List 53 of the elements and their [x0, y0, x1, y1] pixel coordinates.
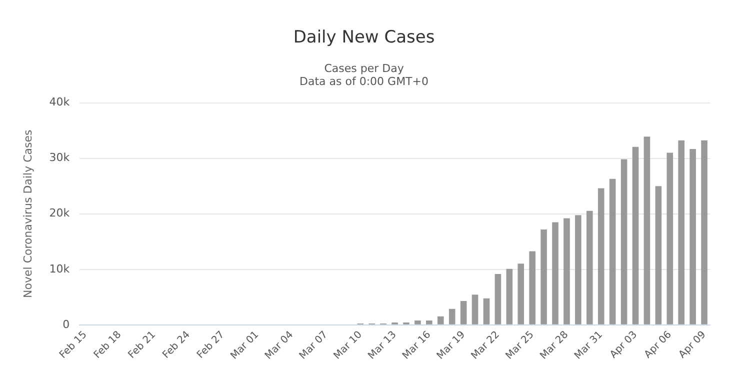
- x-tick-label: Mar 10: [332, 329, 364, 362]
- bar: [644, 136, 650, 324]
- x-tick-label: Mar 01: [228, 329, 262, 362]
- y-tick-label: 10k: [49, 262, 70, 276]
- y-axis-title: Novel Coronavirus Daily Cases: [21, 130, 34, 298]
- bar: [448, 308, 456, 324]
- bar: [414, 320, 421, 324]
- bar: [518, 264, 524, 324]
- x-tick-label: Feb 24: [160, 329, 192, 361]
- bar: [552, 222, 558, 324]
- bar: [564, 218, 570, 324]
- x-tick-label: Mar 07: [298, 329, 330, 362]
- x-tick-label: Mar 13: [366, 329, 399, 362]
- x-tick-label: Mar 04: [263, 329, 296, 362]
- bar: [494, 274, 502, 324]
- x-tick-label: Apr 09: [676, 329, 708, 361]
- bar: [609, 178, 616, 324]
- bar: [506, 268, 513, 324]
- bar: [437, 316, 444, 324]
- bar: [598, 188, 604, 324]
- x-tick-label: Feb 21: [126, 329, 158, 361]
- bar: [586, 210, 593, 324]
- x-tick-label: Mar 31: [572, 329, 606, 362]
- bar: [701, 140, 708, 324]
- bar: [529, 251, 536, 324]
- bar: [666, 152, 674, 324]
- y-tick-label: 0: [62, 318, 70, 331]
- x-tick-label: Feb 27: [195, 329, 227, 361]
- y-tick-label: 30k: [49, 151, 70, 164]
- chart-subtitle: Cases per Day Data as of 0:00 GMT+0: [300, 62, 428, 88]
- x-tick-label: Apr 03: [608, 329, 640, 361]
- bar: [690, 148, 696, 324]
- y-tick-label: 20k: [49, 206, 70, 220]
- bar: [426, 320, 432, 324]
- x-tick-label: Feb 15: [58, 329, 90, 361]
- y-tick-label: 40k: [49, 96, 70, 109]
- x-tick-label: Mar 28: [538, 329, 571, 362]
- bar: [575, 215, 582, 324]
- bar: [472, 294, 478, 324]
- bar: [678, 140, 684, 324]
- x-tick-label: Mar 22: [470, 329, 502, 362]
- x-tick-label: Mar 19: [435, 329, 468, 362]
- x-tick-label: Mar 16: [400, 329, 434, 362]
- x-tick-label: Apr 06: [642, 329, 674, 361]
- x-tick-label: Mar 25: [504, 329, 536, 362]
- bar: [655, 186, 662, 324]
- bar: [632, 146, 639, 324]
- bar: [540, 230, 547, 324]
- bar: [460, 301, 467, 324]
- bar: [620, 159, 628, 324]
- chart-title: Daily New Cases: [293, 28, 435, 48]
- x-tick-label: Feb 18: [92, 329, 124, 361]
- bar: [483, 298, 490, 324]
